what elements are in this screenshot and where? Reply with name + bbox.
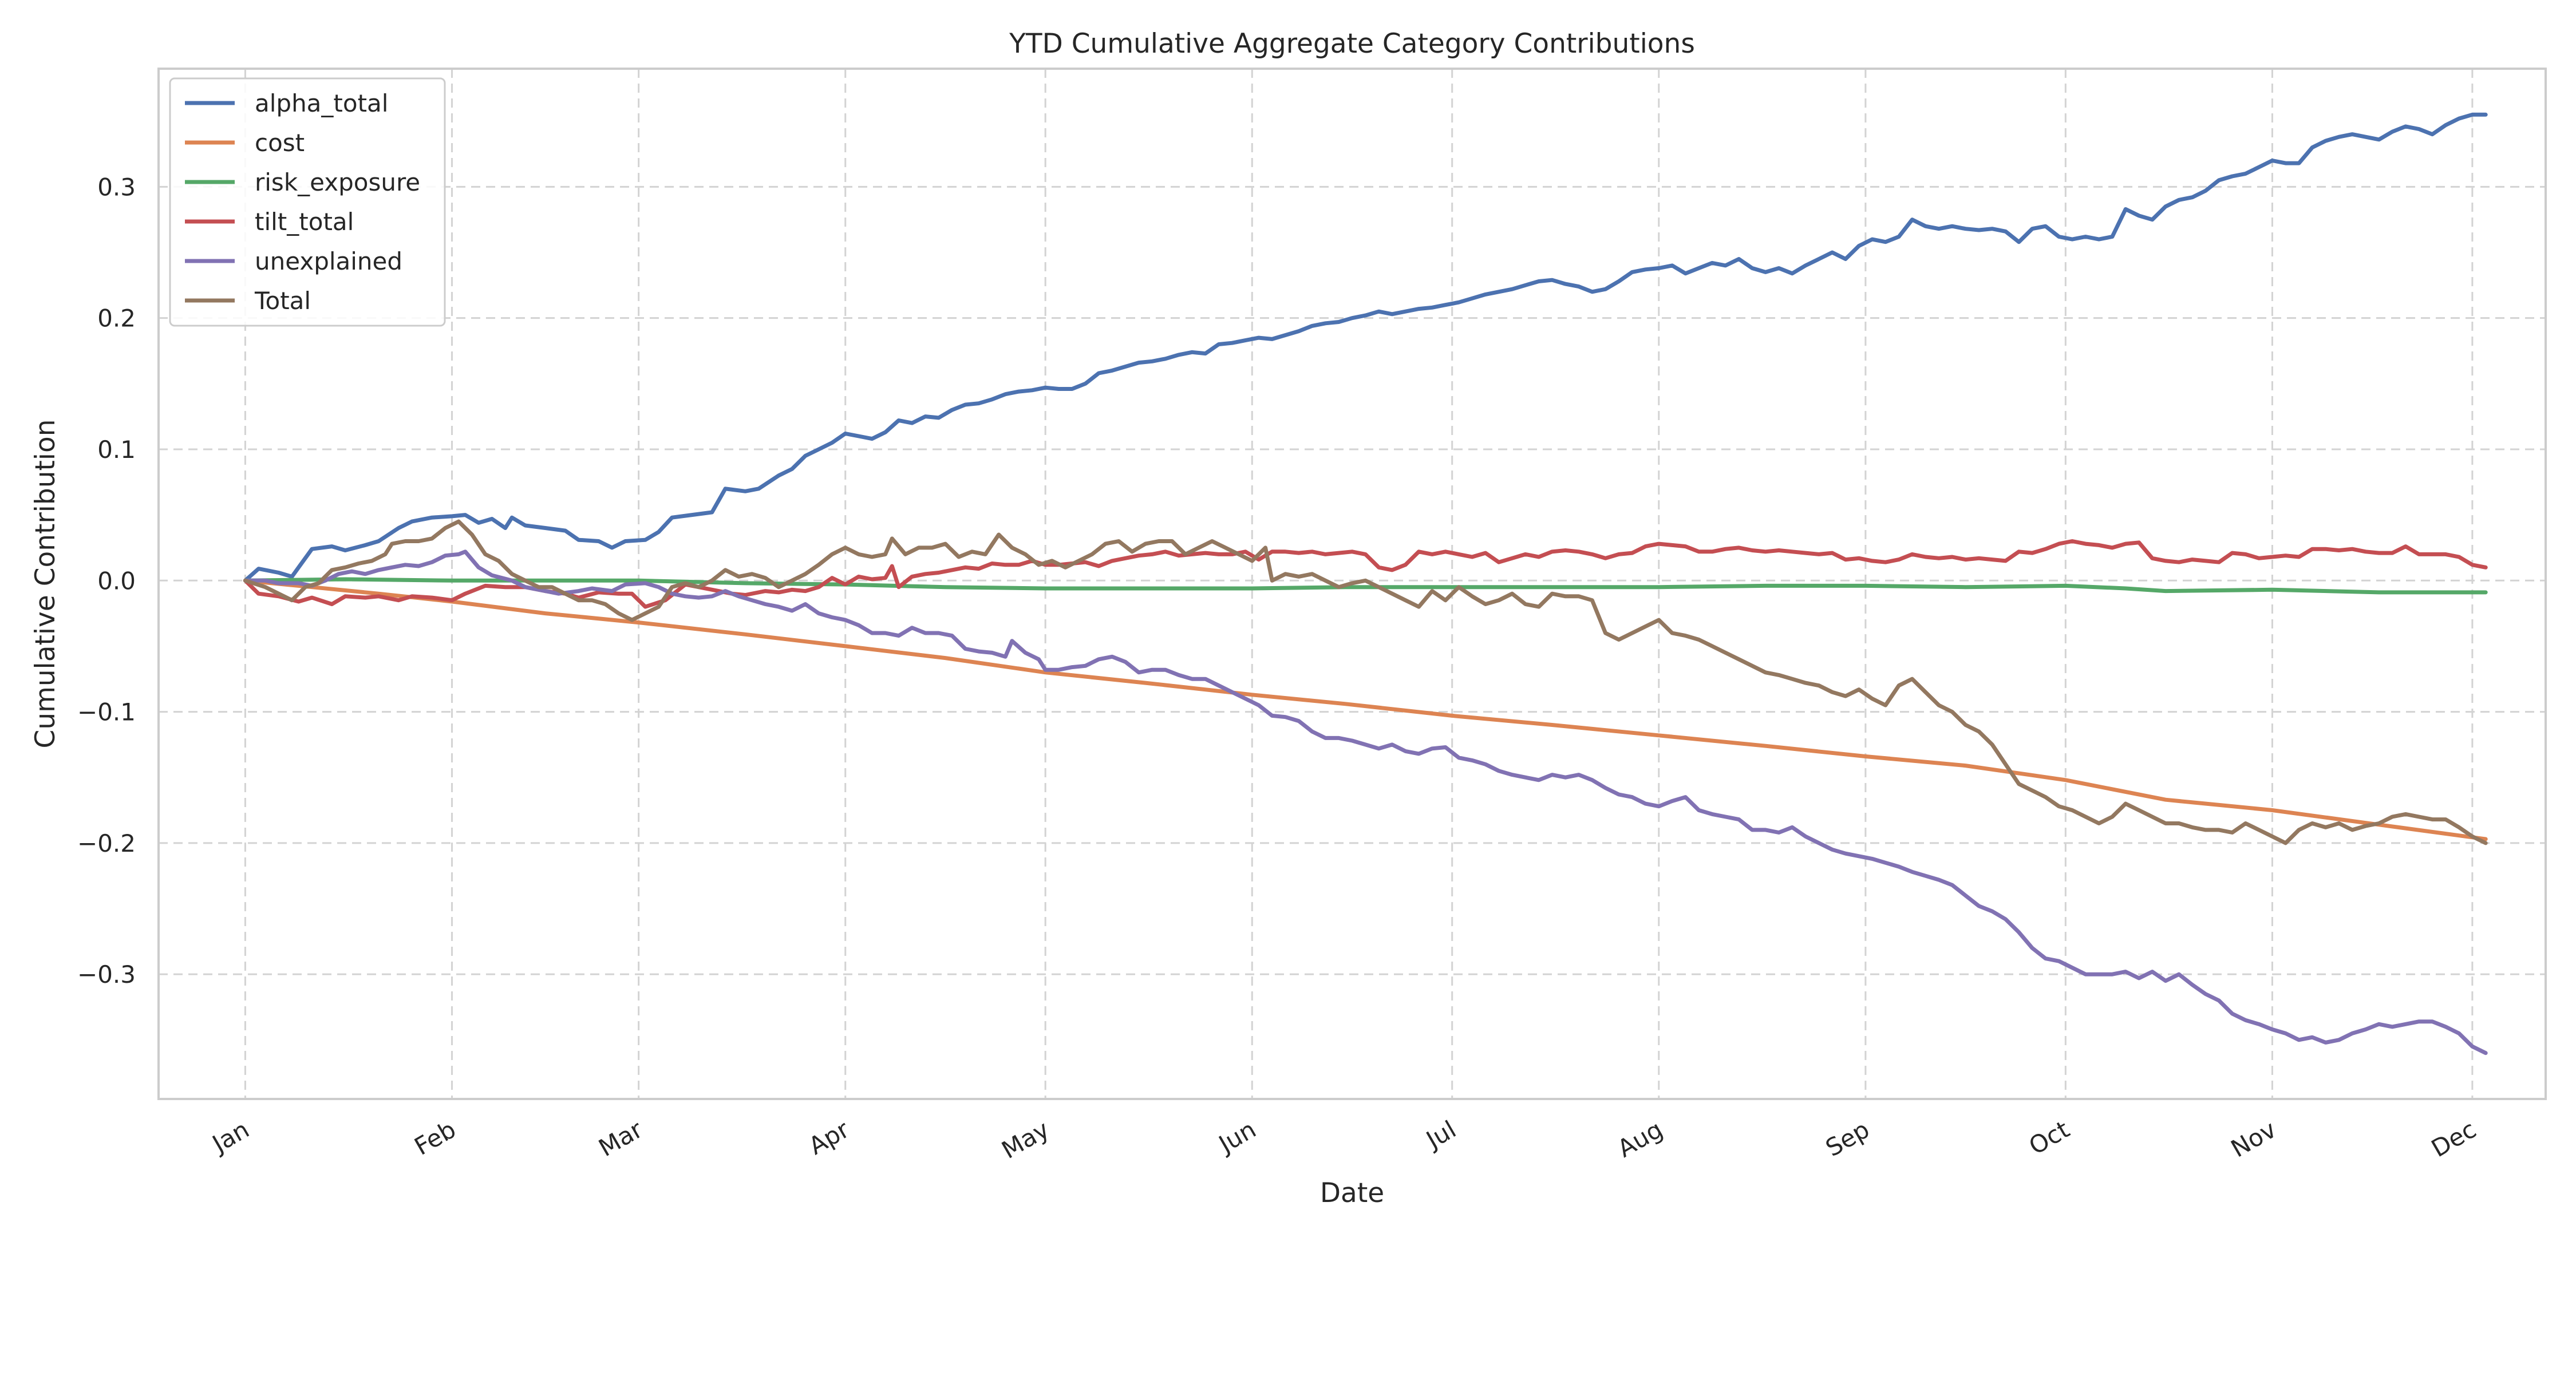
series-lines <box>243 112 2488 1055</box>
legend-label-cost: cost <box>255 129 305 157</box>
plot-frame <box>157 68 2547 1100</box>
chart-title: YTD Cumulative Aggregate Category Contri… <box>1009 28 1695 60</box>
series-line-cost <box>243 578 2488 841</box>
legend-label-alpha-total: alpha_total <box>255 89 388 117</box>
legend-label-risk-exposure: risk_exposure <box>255 168 420 196</box>
y-tick-label: 0.0 <box>97 567 136 595</box>
series-line-total <box>243 519 2488 845</box>
legend-label-unexplained: unexplained <box>255 247 402 275</box>
y-tick-label: 0.1 <box>97 436 136 464</box>
y-axis-label: Cumulative Contribution <box>30 419 61 748</box>
x-axis-label: Date <box>1320 1177 1384 1209</box>
series-line-unexplained <box>243 549 2488 1055</box>
y-tick-label: −0.2 <box>77 829 136 857</box>
y-tick-label: 0.2 <box>97 305 136 333</box>
y-tick-label: 0.3 <box>97 173 136 201</box>
series-line-tilt-total <box>243 539 2488 609</box>
y-tick-label: −0.3 <box>77 960 136 988</box>
y-tick-label: −0.1 <box>77 698 136 726</box>
series-line-alpha-total <box>243 112 2488 583</box>
legend-label-tilt-total: tilt_total <box>255 208 354 236</box>
legend-label-total: Total <box>254 287 311 315</box>
series-line-risk-exposure <box>243 577 2488 595</box>
legend-box <box>169 77 446 327</box>
y-tick-labels: 0.3 0.2 0.1 0.0 −0.1 −0.2 −0.3 <box>77 173 136 988</box>
